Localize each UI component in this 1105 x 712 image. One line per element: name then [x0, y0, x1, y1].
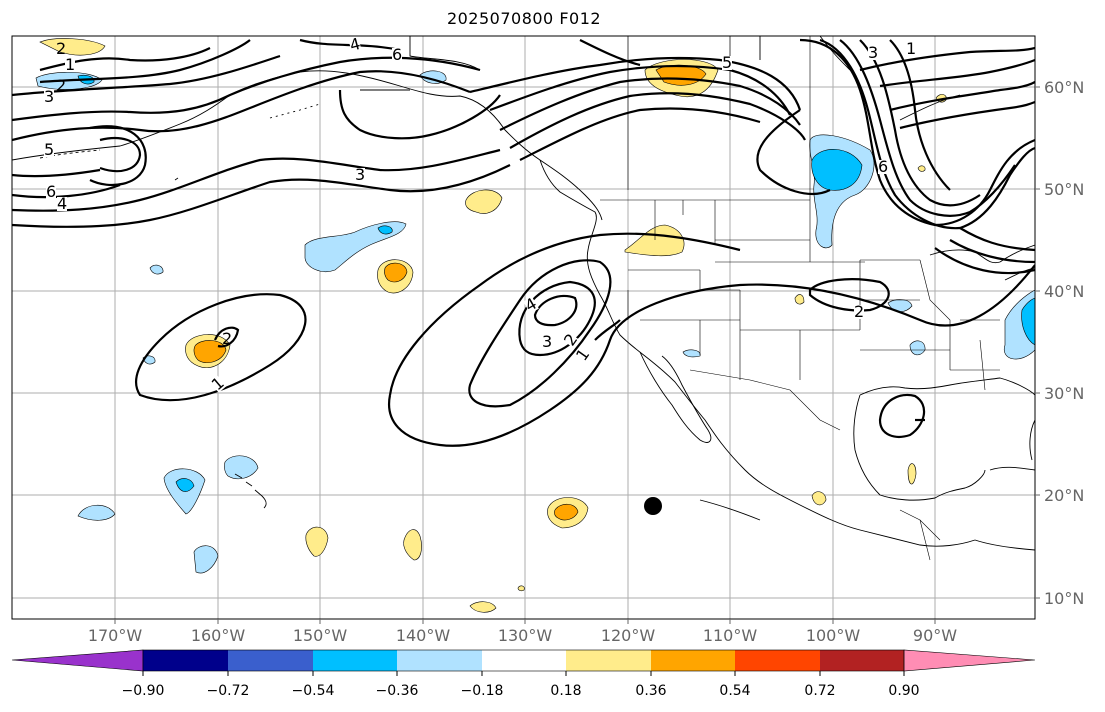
- colorbar-segment: [482, 650, 566, 671]
- lat-label: 60°N: [1044, 78, 1085, 97]
- graticule: [12, 36, 1035, 619]
- lon-ticks: [114, 619, 936, 624]
- map-frame-bg: [12, 36, 1035, 619]
- map-frame: [11, 35, 1036, 620]
- lat-label: 20°N: [1044, 486, 1085, 505]
- lon-label: 130°W: [497, 626, 553, 645]
- shade-orange: [384, 262, 408, 283]
- colorbar-tick-label: −0.18: [460, 683, 504, 699]
- shade-yellow: [517, 585, 525, 592]
- shade-lightblue: [909, 340, 926, 356]
- colorbar-segment: [820, 650, 904, 671]
- colorbar-tick-label: 0.36: [635, 683, 667, 699]
- marker-dot: [644, 497, 662, 515]
- colorbar-segment: [397, 650, 482, 671]
- colorbar-segment: [143, 650, 228, 671]
- shade-yellow: [794, 294, 805, 305]
- shade-lightblue: [224, 455, 259, 480]
- shade-lightblue: [682, 349, 701, 358]
- shade-lightblue: [149, 264, 164, 275]
- colorbar-tick-label: 0.72: [804, 683, 836, 699]
- colorbar-tick-label: 0.54: [719, 683, 751, 699]
- lon-label: 170°W: [87, 626, 143, 645]
- shade-orange: [554, 503, 579, 521]
- shade-yellow: [39, 38, 106, 56]
- shade-lightblue: [304, 221, 407, 272]
- colorbar-tick-label: 0.18: [550, 683, 582, 699]
- lon-label: 90°W: [912, 626, 958, 645]
- colorbar-segment: [228, 650, 313, 671]
- lat-label: 10°N: [1044, 589, 1085, 608]
- lon-label: 120°W: [600, 626, 656, 645]
- colorbar: [11, 649, 1036, 676]
- lon-label: 110°W: [702, 626, 758, 645]
- colorbar-extend-low: [11, 649, 144, 672]
- coastlines: [12, 36, 1035, 551]
- shade-blue: [1021, 297, 1035, 346]
- lat-ticks: [1035, 86, 1040, 599]
- shade-lightblue: [77, 504, 116, 521]
- colorbar-extend-high: [903, 649, 1036, 672]
- lat-label: 50°N: [1044, 180, 1085, 199]
- colorbar-tick-label: −0.54: [291, 683, 335, 699]
- shade-yellow: [403, 529, 422, 561]
- colorbar-tick-label: 0.90: [888, 683, 920, 699]
- lon-label: 100°W: [805, 626, 861, 645]
- colorbar-segment: [651, 650, 735, 671]
- lat-label: 30°N: [1044, 384, 1085, 403]
- shade-lightblue: [193, 545, 219, 574]
- colorbar-segment: [735, 650, 820, 671]
- shade-blue: [377, 225, 393, 235]
- shade-yellow: [917, 165, 926, 172]
- colorbar-segment: [566, 650, 651, 671]
- colorbar-tick-label: −0.90: [121, 683, 165, 699]
- shade-yellow: [465, 189, 503, 214]
- shade-yellow: [811, 491, 827, 506]
- shade-blue: [811, 149, 863, 191]
- shade-yellow: [907, 463, 917, 485]
- lon-label: 160°W: [190, 626, 246, 645]
- lon-label: 150°W: [292, 626, 348, 645]
- map-title: 2025070800 F012: [446, 9, 602, 28]
- colorbar-tick-label: −0.72: [206, 683, 250, 699]
- colorbar-segment: [313, 650, 397, 671]
- lon-label: 140°W: [395, 626, 451, 645]
- colorbar-tick-label: −0.36: [375, 683, 419, 699]
- contour-lines: [12, 38, 1035, 447]
- shade-yellow: [469, 601, 497, 613]
- lat-label: 40°N: [1044, 282, 1085, 301]
- shade-blue: [175, 478, 195, 492]
- shade-yellow: [305, 526, 329, 557]
